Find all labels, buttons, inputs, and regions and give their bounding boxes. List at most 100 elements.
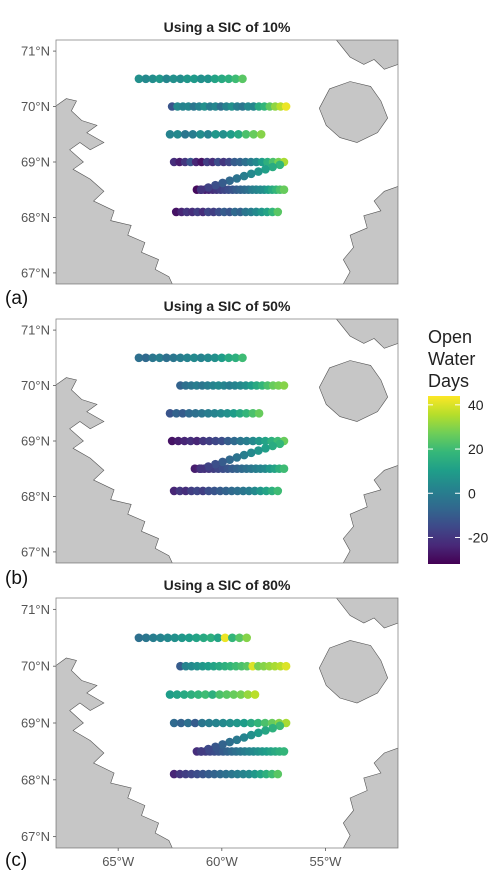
- data-point: [165, 409, 175, 418]
- legend-title-line: Days: [428, 371, 469, 391]
- data-point: [225, 455, 234, 465]
- data-point: [176, 718, 186, 728]
- data-point: [249, 130, 258, 139]
- panel-2: Using a SIC of 50% 67°N 68°N 69°N 70°N 71°N (b…: [5, 298, 399, 589]
- data-point: [203, 74, 213, 84]
- data-point: [141, 353, 151, 363]
- data-point: [183, 74, 192, 84]
- y-tick-label: 67°N: [21, 829, 50, 844]
- data-point: [201, 690, 210, 699]
- data-point: [238, 353, 247, 363]
- data-point: [203, 130, 213, 139]
- data-point: [149, 633, 158, 643]
- data-point: [155, 353, 164, 363]
- y-tick-label: 71°N: [21, 44, 50, 59]
- data-point: [189, 74, 199, 84]
- land: [56, 40, 398, 284]
- y-tick-label: 67°N: [21, 544, 50, 559]
- data-point: [232, 174, 242, 183]
- data-point: [192, 436, 202, 446]
- data-point: [239, 450, 249, 460]
- data-point: [196, 74, 206, 84]
- data-point: [217, 353, 227, 363]
- data-point: [162, 353, 171, 363]
- panel-label: (c): [5, 850, 27, 871]
- data-point: [226, 130, 236, 139]
- data-point: [174, 436, 183, 446]
- data-point: [239, 733, 249, 742]
- data-point: [198, 436, 208, 446]
- data-point: [213, 633, 223, 643]
- data-point: [246, 169, 256, 179]
- data-point: [238, 74, 247, 84]
- data-point: [196, 130, 205, 139]
- data-point: [172, 690, 182, 699]
- data-point: [228, 633, 237, 643]
- data-point: [216, 409, 226, 418]
- colorbar-tick-label: 20: [468, 441, 484, 457]
- data-point: [230, 436, 239, 446]
- land-shape-1: [342, 186, 398, 284]
- y-tick-label: 69°N: [21, 434, 50, 449]
- panel-3: Using a SIC of 80% 67°N 68°N 69°N 70°N 71°N (c…: [5, 577, 399, 871]
- data-point: [217, 74, 227, 84]
- data-point: [169, 718, 179, 728]
- data-point: [191, 409, 200, 418]
- data-point: [210, 353, 220, 363]
- y-tick-label: 69°N: [21, 716, 50, 731]
- y-tick-label: 68°N: [21, 210, 50, 225]
- data-point: [156, 633, 165, 643]
- land-shape-3: [336, 598, 398, 629]
- data-point: [281, 102, 291, 111]
- data-point: [204, 718, 214, 728]
- data-point: [225, 176, 234, 185]
- data-point: [281, 661, 291, 671]
- data-point: [231, 353, 240, 363]
- data-point: [186, 436, 195, 446]
- data-point: [231, 74, 240, 84]
- x-tick-label: 65°W: [102, 854, 135, 869]
- data-point: [206, 633, 216, 643]
- data-point: [225, 737, 234, 747]
- data-point: [232, 453, 242, 462]
- x-tick-label: 60°W: [206, 854, 239, 869]
- land-shape-3: [336, 40, 398, 70]
- data-point: [254, 409, 264, 418]
- data-point: [210, 74, 220, 84]
- data-point: [268, 441, 278, 451]
- data-point: [232, 735, 242, 745]
- panel-1: Using a SIC of 10% 67°N 68°N 69°N 70°N 71°N (a…: [5, 19, 399, 309]
- data-point: [211, 130, 220, 139]
- data-point: [225, 718, 235, 728]
- data-point: [218, 740, 227, 749]
- data-point: [172, 409, 181, 418]
- land-shape-0: [56, 657, 173, 848]
- data-point: [261, 444, 270, 453]
- data-point: [163, 633, 172, 643]
- data-point: [220, 633, 230, 643]
- data-point: [141, 633, 151, 643]
- data-point: [203, 409, 213, 418]
- data-point: [134, 633, 144, 643]
- data-point: [189, 353, 199, 363]
- data-point: [256, 130, 266, 139]
- panel-title: Using a SIC of 50%: [164, 298, 291, 314]
- y-tick-label: 71°N: [21, 602, 50, 617]
- data-point: [165, 130, 175, 139]
- data-point: [218, 718, 228, 728]
- data-point: [165, 690, 175, 699]
- y-tick-label: 69°N: [21, 155, 50, 170]
- data-point: [196, 747, 206, 756]
- data-point: [241, 130, 251, 139]
- data-point: [279, 464, 289, 474]
- data-point: [236, 436, 245, 446]
- data-point: [204, 744, 213, 754]
- y-tick-label: 68°N: [21, 772, 50, 787]
- data-point: [134, 74, 144, 84]
- data-point: [222, 690, 231, 699]
- colorbar-tick-label: 40: [468, 397, 484, 413]
- data-point: [180, 130, 190, 139]
- data-point: [229, 409, 238, 418]
- data-point: [176, 74, 185, 84]
